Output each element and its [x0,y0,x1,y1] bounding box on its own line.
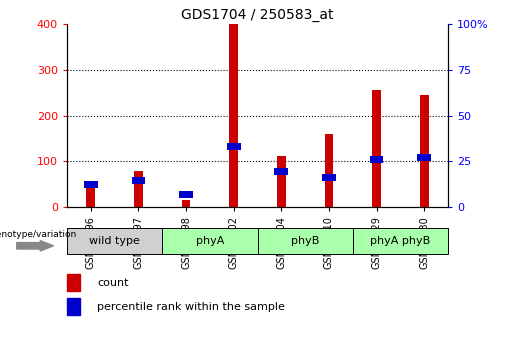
Text: phyA phyB: phyA phyB [370,236,431,246]
Bar [87,186,95,207]
Bar [324,134,333,207]
Bar [227,143,241,150]
Text: genotype/variation: genotype/variation [0,230,77,239]
Bar [162,228,258,254]
Bar [274,168,288,175]
Bar [420,95,428,207]
Text: count: count [97,278,128,288]
Bar [182,200,191,207]
Bar [67,298,80,315]
Bar [258,228,353,254]
Bar [67,228,162,254]
Bar [67,274,80,291]
Bar [179,191,193,198]
Title: GDS1704 / 250583_at: GDS1704 / 250583_at [181,8,334,22]
Bar [134,171,143,207]
Text: phyB: phyB [291,236,319,246]
Bar [353,228,448,254]
Bar [417,155,431,161]
Bar [229,24,238,207]
Text: wild type: wild type [89,236,140,246]
Bar [131,177,145,184]
Bar [370,156,384,162]
Text: percentile rank within the sample: percentile rank within the sample [97,302,285,312]
Bar [84,181,98,188]
Bar [372,90,381,207]
FancyArrow shape [16,241,54,251]
Bar [277,156,286,207]
Bar [322,174,336,181]
Text: phyA: phyA [196,236,224,246]
